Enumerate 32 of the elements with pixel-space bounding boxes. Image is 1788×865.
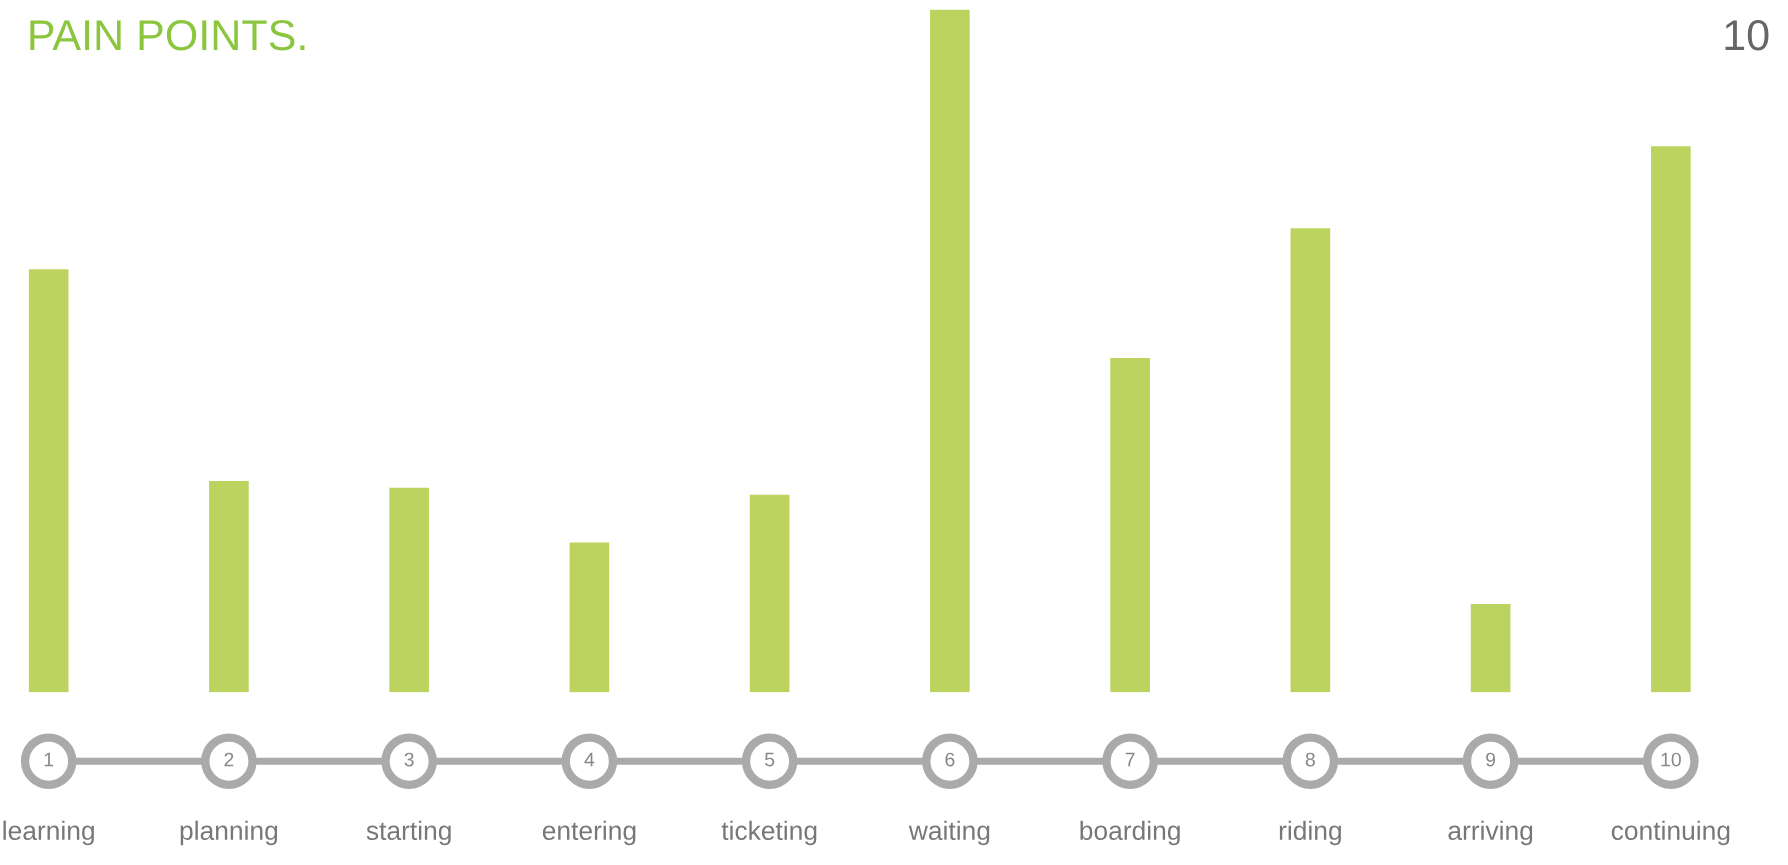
x-tick-label: waiting xyxy=(908,820,990,846)
bar xyxy=(209,481,249,693)
bar xyxy=(1651,146,1691,693)
bar xyxy=(389,487,429,693)
text: 4 xyxy=(584,752,595,767)
x-tick-label: starting xyxy=(366,820,451,846)
text: 5 xyxy=(765,752,775,767)
x-tick-label: learning xyxy=(3,820,94,846)
text: 10 xyxy=(1661,752,1681,767)
annotation: 10 xyxy=(1725,19,1769,51)
x-tick-label: boarding xyxy=(1080,820,1180,846)
x-tick-label: entering xyxy=(542,820,636,846)
x-tick-label: arriving xyxy=(1448,820,1533,846)
text: 8 xyxy=(1305,752,1315,767)
text: 7 xyxy=(1125,752,1135,767)
bar xyxy=(1470,604,1511,693)
x-tick-label: continuing xyxy=(1611,820,1730,846)
x-tick-label: riding xyxy=(1279,820,1341,846)
bar xyxy=(749,494,790,693)
text: 3 xyxy=(404,752,414,767)
bar xyxy=(1110,358,1150,693)
bar xyxy=(1290,228,1331,693)
text: 6 xyxy=(945,752,955,767)
x-tick-label: ticketing xyxy=(721,820,817,846)
text: 2 xyxy=(224,752,234,767)
text: 9 xyxy=(1486,752,1496,767)
bar xyxy=(28,269,69,693)
chart-title: PAIN POINTS. xyxy=(30,19,305,51)
bar xyxy=(930,9,970,693)
x-tick-label: planning xyxy=(180,820,278,846)
text: 1 xyxy=(44,752,54,767)
bar xyxy=(569,542,610,693)
